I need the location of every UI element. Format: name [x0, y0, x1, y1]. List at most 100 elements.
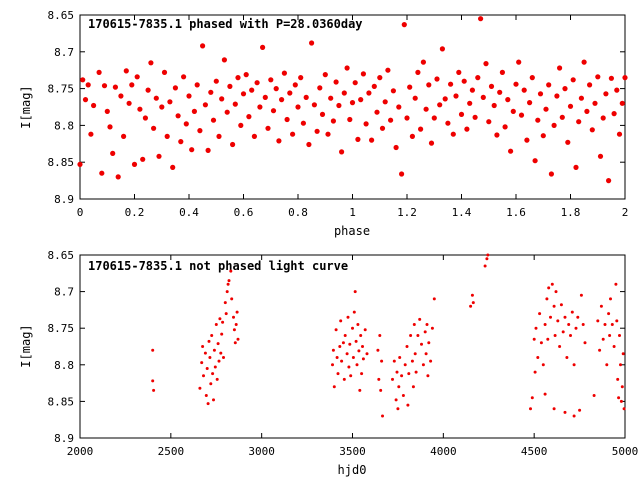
x-tick-label: 0.8 [288, 206, 308, 219]
x-tick-label: 5000 [612, 445, 639, 458]
data-point [369, 137, 375, 143]
data-point [603, 91, 609, 97]
data-point [541, 363, 545, 367]
data-point [533, 370, 537, 374]
data-point [230, 141, 236, 148]
data-point [225, 290, 229, 294]
data-point [205, 147, 211, 153]
data-point [361, 345, 364, 348]
data-point [529, 407, 532, 411]
data-point [404, 115, 410, 121]
data-point [343, 334, 347, 337]
data-point [599, 304, 603, 308]
data-point [391, 377, 394, 381]
data-point [317, 85, 323, 91]
x-tick-label: 2000 [67, 445, 94, 458]
data-point [486, 119, 492, 125]
data-point [598, 348, 602, 352]
data-point [355, 136, 361, 142]
data-point [164, 133, 170, 139]
data-point [382, 99, 388, 105]
data-point [222, 356, 225, 359]
data-point [480, 94, 486, 100]
data-point [217, 359, 221, 363]
x-tick-label: 0.6 [234, 206, 254, 219]
data-point [270, 108, 277, 114]
data-point [396, 407, 400, 411]
data-point [499, 69, 505, 75]
data-point [200, 361, 204, 365]
data-point [279, 97, 285, 103]
data-point [201, 345, 205, 348]
data-point [339, 149, 345, 155]
data-point [351, 326, 354, 330]
data-point [430, 326, 434, 330]
data-point [351, 356, 355, 359]
data-point [233, 341, 237, 345]
data-point [410, 359, 414, 363]
data-point [400, 374, 404, 378]
data-point [257, 104, 263, 110]
data-point [431, 115, 437, 121]
data-point [561, 330, 565, 334]
data-point [126, 100, 132, 106]
data-point [469, 304, 473, 308]
data-point [425, 323, 429, 326]
data-point [414, 370, 418, 374]
x-tick-label: 2500 [158, 445, 185, 458]
x-tick-label: 1.6 [506, 206, 526, 219]
data-point [610, 323, 614, 326]
data-point [216, 342, 220, 346]
data-point [559, 303, 563, 307]
data-point [574, 326, 578, 330]
data-point [300, 120, 306, 126]
data-point [572, 363, 576, 367]
data-point [469, 87, 475, 93]
data-point [107, 124, 113, 130]
data-point [298, 75, 304, 81]
x-tick-label: 1.8 [561, 206, 581, 219]
data-point [221, 57, 227, 63]
data-point [358, 97, 364, 103]
data-point [409, 133, 415, 139]
data-point [332, 385, 336, 389]
data-point [567, 323, 571, 326]
data-point [230, 297, 234, 301]
data-point [394, 398, 398, 402]
data-point [412, 323, 416, 326]
data-point [246, 114, 252, 120]
y-tick-label: 8.75 [48, 322, 75, 335]
data-point [615, 319, 619, 323]
data-point [424, 352, 428, 356]
data-point [118, 93, 124, 99]
data-point [358, 388, 362, 392]
x-tick-label: 4500 [521, 445, 548, 458]
data-point [589, 127, 595, 133]
data-point [377, 75, 383, 81]
data-point [268, 77, 274, 83]
data-point [129, 82, 135, 88]
data-point [85, 82, 91, 88]
data-point [399, 171, 405, 177]
data-point [413, 352, 417, 356]
data-point [411, 385, 415, 389]
data-point [407, 372, 411, 376]
data-point [554, 93, 560, 99]
data-point [234, 323, 238, 326]
data-point [243, 72, 249, 78]
data-point [584, 108, 590, 114]
data-point [359, 334, 363, 337]
data-point [336, 372, 340, 376]
data-point [418, 126, 424, 132]
data-point [381, 414, 384, 418]
data-point [502, 124, 508, 130]
data-point [235, 75, 241, 81]
data-point [456, 69, 462, 75]
data-point [396, 104, 402, 110]
data-point [212, 348, 216, 352]
data-point [448, 81, 454, 87]
data-point [345, 352, 349, 356]
data-point [409, 334, 413, 337]
data-point [521, 87, 527, 93]
data-point [576, 119, 582, 125]
